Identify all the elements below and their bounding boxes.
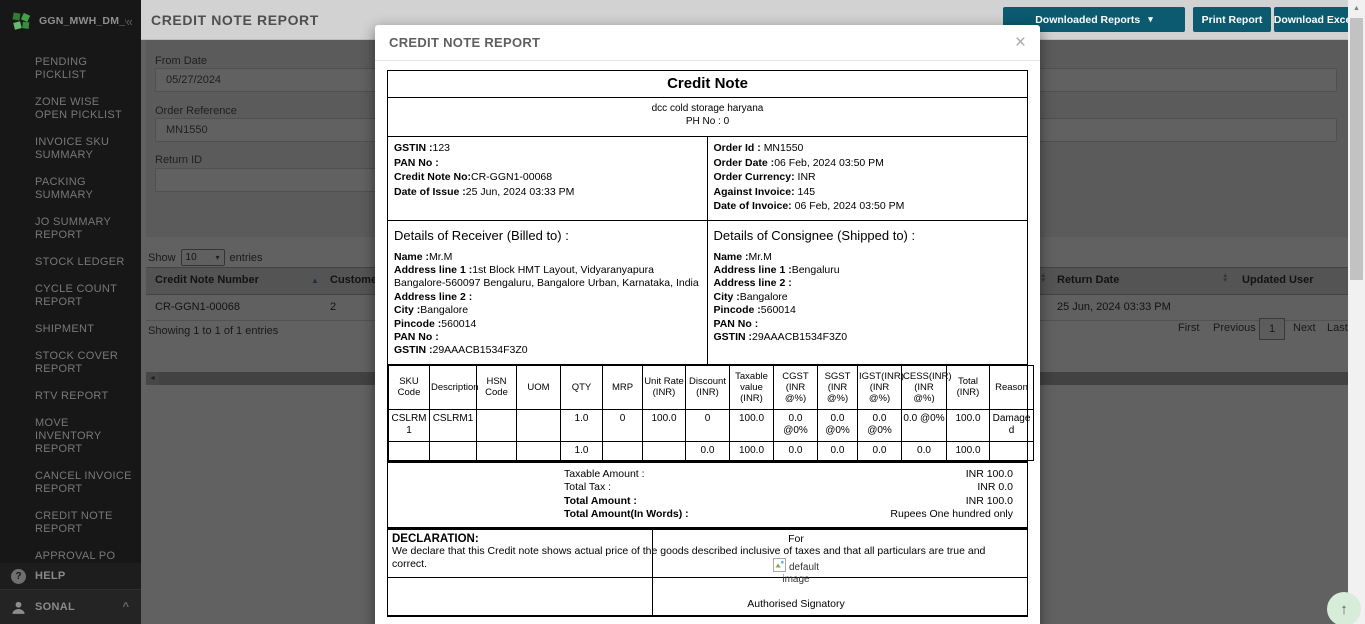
signature-right-cell: For default image Authorised Signatory (653, 529, 1027, 615)
sidebar-item-shipment[interactable]: SHIPMENT (35, 323, 95, 335)
sidebar-item-pending-picklist[interactable]: PENDING PICKLIST (35, 56, 88, 81)
sidebar-brand: GGN_MWH_DM_01 « (0, 0, 141, 42)
sidebar-item-cycle-count-report[interactable]: CYCLE COUNT REPORT (35, 283, 117, 308)
sidebar-item-credit-note-report[interactable]: CREDIT NOTE REPORT (35, 510, 113, 535)
scrollbar-up-icon[interactable]: ▲ (1353, 4, 1360, 12)
item-row: CSLRM 1 CSLRM1 1.0 0 100.0 0 100.0 0.0 @0% 0… (388, 408, 1034, 442)
signature-left-cell (388, 529, 653, 615)
items-totals-row: 1.0 0.0 100.0 0.0 0.0 0.0 0.0 100.0 (388, 440, 1034, 461)
help-icon: ? (11, 568, 26, 584)
sidebar-item-stock-cover-report[interactable]: STOCK COVER REPORT (35, 350, 119, 375)
amounts-section: Taxable Amount : INR 100.0 Total Tax : INR… (388, 460, 1027, 528)
taxable-amount-label: Taxable Amount : (564, 467, 645, 480)
username-label: SONAL (35, 601, 75, 613)
for-label: For (788, 533, 804, 545)
sidebar-collapse-icon[interactable]: « (125, 13, 133, 29)
image-alt-text: default image (782, 561, 820, 585)
meta-right: Order Id : MN1550 Order Date :06 Feb, 20… (713, 142, 905, 212)
total-tax-value: INR 0.0 (977, 481, 1013, 494)
sidebar-item-stock-ledger[interactable]: STOCK LEDGER (35, 256, 125, 268)
user-menu-row[interactable]: SONAL ^ (0, 589, 141, 624)
downloaded-reports-label: Downloaded Reports (1035, 13, 1141, 26)
ph-no: PH No : 0 (685, 116, 730, 127)
warehouse-name: GGN_MWH_DM_01 (39, 15, 126, 27)
meta-left: GSTIN :123 PAN No : Credit Note No:CR-GG… (388, 137, 708, 220)
sidebar: GGN_MWH_DM_01 « PENDING PICKLIST ZONE WI… (0, 0, 141, 624)
scrollbar-thumb[interactable] (1350, 18, 1363, 280)
app-logo-icon (12, 12, 31, 30)
broken-image-icon (772, 557, 786, 572)
sidebar-item-zone-wise-open-picklist[interactable]: ZONE WISE OPEN PICKLIST (35, 96, 123, 121)
vertical-scrollbar[interactable]: ▲ ▼ (1348, 0, 1365, 624)
sidebar-item-invoice-sku-summary[interactable]: INVOICE SKU SUMMARY (35, 136, 110, 161)
total-amount-value: INR 100.0 (965, 494, 1013, 507)
sidebar-nav: PENDING PICKLIST ZONE WISE OPEN PICKLIST… (0, 56, 141, 616)
help-row[interactable]: ? HELP (0, 563, 141, 589)
total-amount-words-label: Total Amount(In Words) : (564, 508, 689, 521)
credit-note-modal: CREDIT NOTE REPORT × Credit Note dcc col… (375, 25, 1040, 624)
meta-section: GSTIN :123 PAN No : Credit Note No:CR-GG… (388, 137, 1027, 221)
credit-note-document: Credit Note dcc cold storage haryana PH … (387, 70, 1034, 578)
chevron-down-icon: ▾ (1148, 14, 1153, 24)
taxable-amount-value: INR 100.0 (965, 467, 1013, 480)
total-tax-label: Total Tax : (564, 481, 612, 494)
authorised-signatory-label: Authorised Signatory (747, 598, 845, 610)
document-title: Credit Note (388, 71, 1027, 98)
items-header-row: SKU Code Description HSN Code UOM QTY MRP U… (388, 364, 1034, 410)
receiver-block: Details of Receiver (Billed to) : Name :… (388, 220, 708, 364)
sidebar-item-jo-summary-report[interactable]: JO SUMMARY REPORT (35, 216, 111, 241)
sidebar-item-packing-summary[interactable]: PACKING SUMMARY (35, 176, 94, 201)
print-report-button[interactable]: Print Report (1193, 7, 1271, 32)
signatory-image-placeholder: default image (765, 557, 827, 586)
sidebar-item-cancel-invoice-report[interactable]: CANCEL INVOICE REPORT (35, 470, 132, 495)
user-icon (11, 600, 26, 615)
declaration-text: We declare that this Credit note shows a… (392, 544, 986, 570)
organisation-name: dcc cold storage haryana (651, 103, 764, 114)
page-title: CREDIT NOTE REPORT (151, 12, 319, 28)
close-icon[interactable]: × (1014, 32, 1026, 53)
receiver-title: Details of Receiver (Billed to) : (394, 227, 569, 243)
help-label: HELP (35, 570, 66, 582)
download-excel-button[interactable]: Download Excel (1274, 7, 1354, 32)
chevron-up-icon: ^ (122, 601, 129, 613)
modal-title: CREDIT NOTE REPORT (389, 35, 541, 50)
modal-header: CREDIT NOTE REPORT × (375, 25, 1040, 61)
sidebar-item-rtv-report[interactable]: RTV REPORT (35, 390, 109, 402)
sidebar-item-move-inventory-report[interactable]: MOVE INVENTORY REPORT (35, 417, 102, 455)
scroll-to-top-button[interactable]: ↑ (1327, 592, 1361, 624)
signature-section: For default image Authorised Signatory (387, 527, 1028, 617)
total-amount-words-value: Rupees One hundred only (890, 508, 1013, 521)
line-items-table: SKU Code Description HSN Code UOM QTY MRP U… (388, 364, 1034, 461)
organisation-block: dcc cold storage haryana PH No : 0 (388, 98, 1027, 137)
declaration-title: DECLARATION: (392, 532, 479, 545)
consignee-block: Details of Consignee (Shipped to) : Name… (708, 221, 1028, 364)
parties-section: Details of Receiver (Billed to) : Name :… (388, 220, 1028, 365)
consignee-title: Details of Consignee (Shipped to) : (713, 227, 916, 243)
total-amount-label: Total Amount : (564, 494, 637, 507)
arrow-up-icon: ↑ (1340, 600, 1348, 618)
